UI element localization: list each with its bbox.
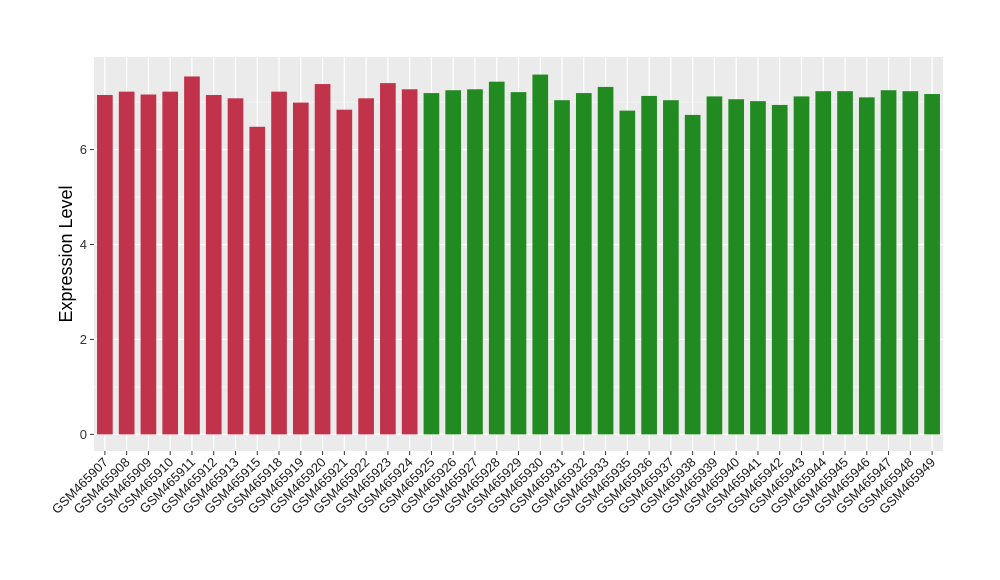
bar-GSM465924 (401, 89, 418, 435)
bar-GSM465921 (336, 109, 353, 435)
bar-GSM465948 (902, 91, 919, 435)
bar-GSM465911 (184, 76, 200, 435)
y-axis: 0 2 4 6 (80, 142, 94, 442)
bar-GSM465912 (205, 94, 222, 435)
bar-GSM465936 (641, 95, 657, 435)
bar-GSM465931 (554, 100, 570, 435)
y-tick-label: 2 (80, 332, 87, 347)
bar-GSM465928 (488, 81, 505, 435)
bar-GSM465942 (771, 104, 788, 435)
bar-GSM465932 (575, 93, 592, 435)
bar-GSM465945 (837, 91, 853, 435)
bar-GSM465939 (706, 96, 723, 435)
bar-GSM465930 (532, 74, 549, 435)
bar-GSM465910 (162, 91, 179, 435)
bar-GSM465918 (271, 91, 287, 435)
bar-GSM465922 (358, 98, 374, 435)
bar-GSM465926 (445, 90, 462, 435)
bar-GSM465920 (314, 84, 331, 435)
bar-GSM465915 (249, 126, 266, 435)
bar-GSM465938 (684, 114, 701, 435)
bar-GSM465941 (750, 101, 766, 435)
bar-GSM465929 (510, 92, 527, 435)
bar-GSM465927 (467, 89, 483, 435)
bar-GSM465908 (118, 91, 135, 435)
bar-GSM465909 (140, 94, 157, 435)
bar-GSM465925 (423, 93, 440, 435)
bar-GSM465919 (292, 102, 309, 435)
bar-GSM465935 (619, 110, 636, 435)
x-axis: GSM465907GSM465908GSM465909GSM465910GSM4… (49, 451, 938, 517)
y-tick-label: 4 (80, 237, 87, 252)
y-tick-label: 6 (80, 142, 87, 157)
bar-GSM465949 (924, 94, 940, 435)
y-tick-label: 0 (80, 427, 87, 442)
bar-GSM465923 (380, 83, 396, 435)
bar-GSM465907 (97, 94, 113, 435)
bar-GSM465943 (793, 96, 810, 435)
bar-GSM465946 (858, 97, 875, 435)
bars (97, 74, 940, 435)
y-axis-title: Expression Level (56, 185, 76, 322)
bar-GSM465947 (880, 90, 897, 435)
bar-GSM465933 (597, 86, 614, 435)
bar-GSM465940 (728, 99, 745, 435)
bar-GSM465913 (227, 98, 244, 435)
bar-GSM465937 (663, 100, 679, 435)
bar-GSM465944 (815, 91, 832, 435)
